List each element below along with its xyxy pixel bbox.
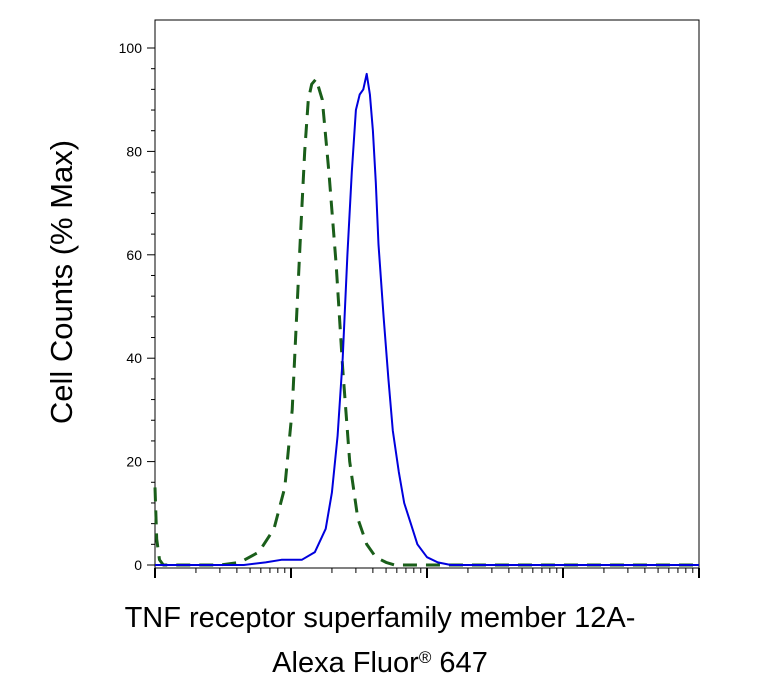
- y-tick-label: 40: [126, 350, 142, 366]
- x-axis-label-suffix: 647: [431, 647, 488, 679]
- y-tick-label: 60: [126, 247, 142, 263]
- y-tick-label: 20: [126, 454, 142, 470]
- x-axis-label-line2: Alexa Fluor® 647: [0, 640, 760, 681]
- x-axis-label-prefix: Alexa Fluor: [272, 647, 419, 679]
- registered-mark: ®: [418, 648, 432, 667]
- stained-histogram-curve: [155, 72, 699, 566]
- x-axis: [154, 568, 700, 578]
- x-axis-label-line1: TNF receptor superfamily member 12A-: [124, 602, 636, 634]
- control-histogram-curve: [153, 77, 699, 567]
- y-tick-label: 0: [134, 557, 142, 573]
- curves: [153, 72, 699, 567]
- y-axis: 0 20 40 60 80 100: [119, 40, 155, 573]
- y-tick-label: 80: [126, 143, 142, 159]
- y-axis-label: Cell Counts (% Max): [44, 140, 79, 424]
- histogram-chart: 0 20 40 60 80 100 Cell Counts (% Max): [44, 19, 700, 578]
- y-tick-label: 100: [119, 40, 143, 56]
- plot-frame: [154, 19, 700, 569]
